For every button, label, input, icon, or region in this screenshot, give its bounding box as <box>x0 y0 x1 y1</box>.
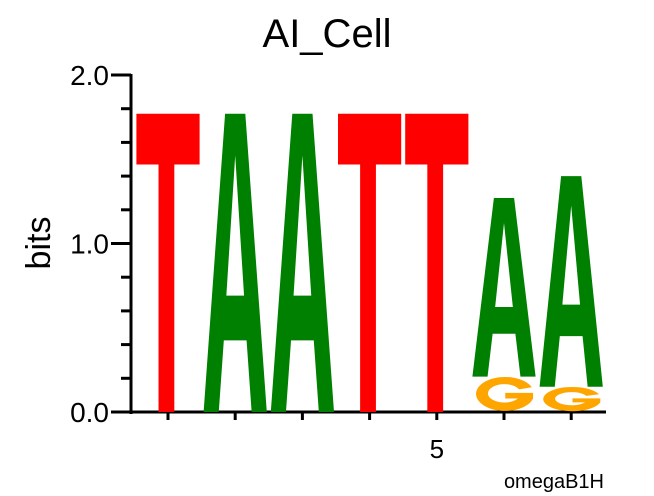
y-tick-label: 2.0 <box>70 60 109 91</box>
x-tick-label: 5 <box>430 434 444 464</box>
letter-T-pos1 <box>136 113 200 412</box>
x-axis-label: omegaB1H <box>504 471 604 493</box>
letter-T-pos5 <box>405 113 469 412</box>
letters <box>136 113 603 412</box>
letter-A-pos7 <box>539 176 603 387</box>
letter-G-pos7 <box>543 386 601 412</box>
letter-A-pos6 <box>472 198 536 377</box>
letter-T-pos4 <box>338 113 402 412</box>
letter-G-pos6 <box>476 376 534 411</box>
letter-A-pos2 <box>203 113 267 412</box>
y-tick-label: 0.0 <box>70 397 109 428</box>
chart-title: AI_Cell <box>263 12 392 56</box>
letter-A-pos3 <box>270 113 334 412</box>
y-axis-label: bits <box>20 217 58 270</box>
y-tick-label: 1.0 <box>70 229 109 260</box>
axes: 0.0 1.0 2.0 5 <box>70 60 606 464</box>
